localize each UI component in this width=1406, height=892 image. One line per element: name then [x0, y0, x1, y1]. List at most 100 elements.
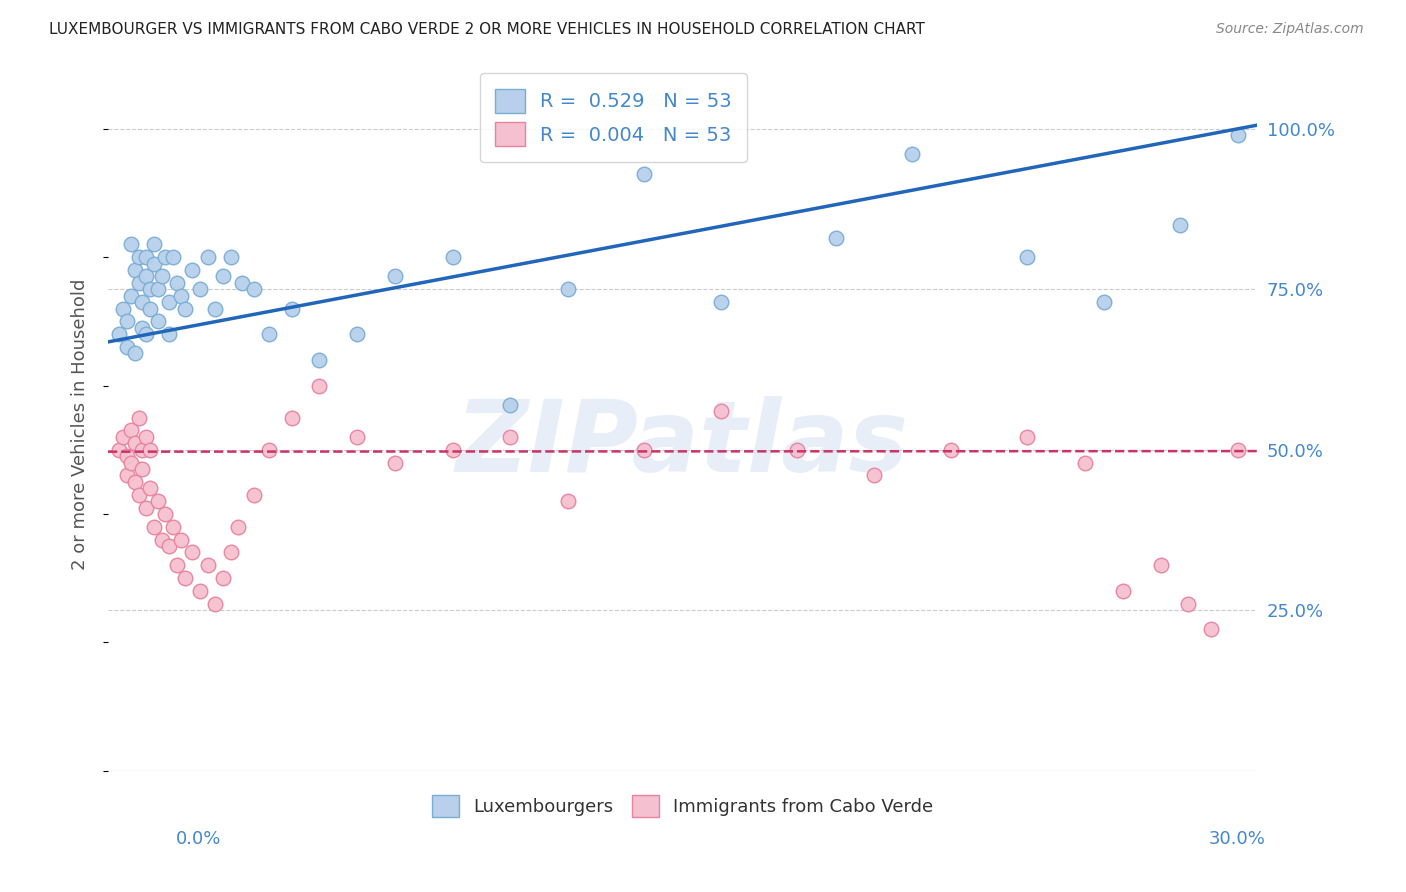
Point	[150, 533, 173, 547]
Point	[115, 340, 138, 354]
Point	[120, 456, 142, 470]
Point	[146, 494, 169, 508]
Point	[1017, 430, 1039, 444]
Point	[135, 500, 157, 515]
Point	[242, 488, 264, 502]
Point	[146, 314, 169, 328]
Text: 30.0%: 30.0%	[1209, 830, 1265, 847]
Point	[281, 301, 304, 316]
Point	[346, 327, 368, 342]
Point	[824, 231, 846, 245]
Point	[633, 167, 655, 181]
Point	[128, 250, 150, 264]
Point	[142, 520, 165, 534]
Point	[1170, 218, 1192, 232]
Point	[157, 327, 180, 342]
Point	[499, 398, 522, 412]
Point	[139, 301, 162, 316]
Point	[197, 558, 219, 573]
Point	[115, 449, 138, 463]
Point	[139, 442, 162, 457]
Text: ZIPatlas: ZIPatlas	[456, 396, 910, 493]
Point	[124, 263, 146, 277]
Point	[786, 442, 808, 457]
Text: Source: ZipAtlas.com: Source: ZipAtlas.com	[1216, 22, 1364, 37]
Point	[124, 475, 146, 489]
Point	[188, 282, 211, 296]
Text: 0.0%: 0.0%	[176, 830, 221, 847]
Point	[1017, 250, 1039, 264]
Point	[128, 276, 150, 290]
Point	[1226, 128, 1249, 143]
Point	[135, 250, 157, 264]
Point	[112, 301, 135, 316]
Point	[173, 301, 195, 316]
Point	[1226, 442, 1249, 457]
Point	[308, 378, 330, 392]
Point	[120, 424, 142, 438]
Point	[226, 520, 249, 534]
Point	[204, 301, 226, 316]
Point	[162, 520, 184, 534]
Point	[139, 481, 162, 495]
Point	[1092, 295, 1115, 310]
Point	[384, 456, 406, 470]
Point	[139, 282, 162, 296]
Point	[257, 442, 280, 457]
Point	[212, 269, 235, 284]
Point	[212, 571, 235, 585]
Point	[124, 436, 146, 450]
Point	[441, 442, 464, 457]
Point	[281, 410, 304, 425]
Point	[633, 442, 655, 457]
Point	[108, 442, 131, 457]
Point	[557, 494, 579, 508]
Point	[1073, 456, 1095, 470]
Point	[710, 295, 733, 310]
Text: LUXEMBOURGER VS IMMIGRANTS FROM CABO VERDE 2 OR MORE VEHICLES IN HOUSEHOLD CORRE: LUXEMBOURGER VS IMMIGRANTS FROM CABO VER…	[49, 22, 925, 37]
Point	[173, 571, 195, 585]
Point	[155, 250, 177, 264]
Point	[128, 488, 150, 502]
Point	[115, 468, 138, 483]
Point	[181, 263, 204, 277]
Point	[124, 346, 146, 360]
Point	[131, 462, 153, 476]
Point	[115, 314, 138, 328]
Point	[155, 507, 177, 521]
Point	[146, 282, 169, 296]
Point	[188, 584, 211, 599]
Point	[120, 288, 142, 302]
Point	[242, 282, 264, 296]
Point	[219, 545, 242, 559]
Point	[1199, 623, 1222, 637]
Point	[170, 533, 193, 547]
Point	[710, 404, 733, 418]
Point	[181, 545, 204, 559]
Point	[131, 320, 153, 334]
Point	[863, 468, 886, 483]
Point	[166, 276, 188, 290]
Point	[135, 327, 157, 342]
Point	[346, 430, 368, 444]
Point	[257, 327, 280, 342]
Legend: Luxembourgers, Immigrants from Cabo Verde: Luxembourgers, Immigrants from Cabo Verd…	[425, 788, 941, 824]
Point	[901, 147, 924, 161]
Point	[157, 539, 180, 553]
Point	[162, 250, 184, 264]
Point	[557, 282, 579, 296]
Point	[1177, 597, 1199, 611]
Point	[939, 442, 962, 457]
Point	[142, 257, 165, 271]
Point	[108, 327, 131, 342]
Point	[131, 442, 153, 457]
Point	[135, 430, 157, 444]
Point	[204, 597, 226, 611]
Point	[219, 250, 242, 264]
Point	[170, 288, 193, 302]
Point	[231, 276, 253, 290]
Point	[112, 430, 135, 444]
Point	[142, 237, 165, 252]
Point	[131, 295, 153, 310]
Point	[135, 269, 157, 284]
